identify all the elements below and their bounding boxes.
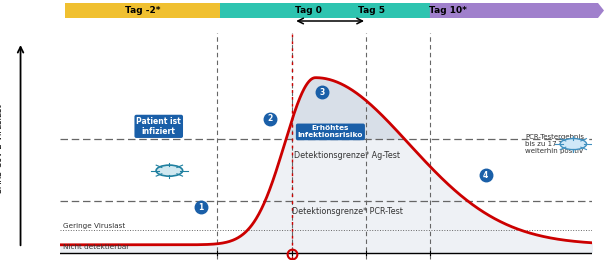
Circle shape bbox=[156, 165, 182, 176]
Text: Detektionsgrenze* PCR-Test: Detektionsgrenze* PCR-Test bbox=[292, 207, 403, 216]
Text: Patient ist
infiziert: Patient ist infiziert bbox=[137, 117, 181, 136]
Polygon shape bbox=[220, 3, 430, 18]
Text: Tag -2*: Tag -2* bbox=[124, 6, 160, 15]
Circle shape bbox=[560, 139, 586, 150]
Text: Tag 10*: Tag 10* bbox=[429, 6, 467, 15]
Text: Nicht detektierbar: Nicht detektierbar bbox=[63, 244, 129, 250]
Text: Erhöhtes
Infektionsrisiko: Erhöhtes Infektionsrisiko bbox=[298, 125, 363, 139]
Text: Detektionsgrenze* Ag-Test: Detektionsgrenze* Ag-Test bbox=[294, 151, 400, 160]
Text: Tag 0: Tag 0 bbox=[295, 6, 322, 15]
Polygon shape bbox=[65, 3, 220, 18]
Text: Tag 5: Tag 5 bbox=[358, 6, 385, 15]
Text: 3: 3 bbox=[320, 87, 324, 97]
Polygon shape bbox=[430, 3, 604, 18]
Text: Geringe Viruslast: Geringe Viruslast bbox=[63, 223, 125, 229]
Text: 4: 4 bbox=[483, 171, 488, 180]
Text: 1: 1 bbox=[199, 203, 204, 212]
Text: PCR-Testergebnis
bis zu 17 Tage
weiterhin positiv: PCR-Testergebnis bis zu 17 Tage weiterhi… bbox=[525, 134, 585, 154]
Text: SARS-CoV-2 Viruslast: SARS-CoV-2 Viruslast bbox=[0, 104, 4, 193]
Text: 2: 2 bbox=[268, 114, 273, 123]
